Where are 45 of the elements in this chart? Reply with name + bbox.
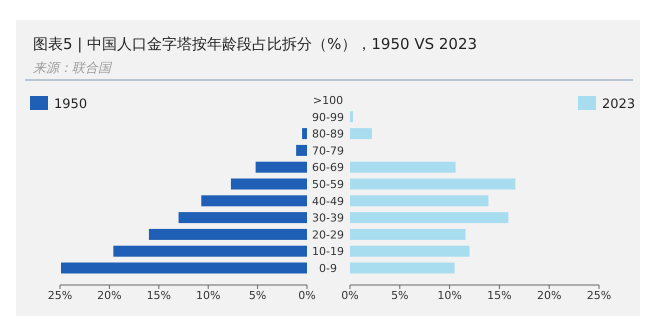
x-tick-label: 25% [586, 289, 612, 302]
bar [350, 128, 372, 140]
x-tick-label: 10% [196, 289, 220, 302]
bar [350, 212, 508, 224]
x-tick-label: 15% [487, 289, 512, 302]
bar [296, 144, 307, 156]
y-tick-label: 30-39 [312, 212, 344, 225]
legend-label: 1950 [54, 97, 88, 112]
y-tick-label: 60-69 [312, 161, 344, 174]
y-tick-label: 80-89 [312, 128, 344, 141]
bar [256, 162, 307, 173]
x-tick-label: 20% [536, 289, 562, 302]
bar [350, 228, 466, 240]
legend-label: 2023 [602, 97, 636, 112]
bar [350, 195, 488, 206]
y-tick-label: 20-29 [312, 228, 344, 242]
y-tick-label: >100 [312, 94, 344, 107]
y-tick-label: 50-59 [312, 178, 344, 191]
x-tick-label: 0% [341, 289, 359, 302]
x-tick-label: 5% [391, 289, 409, 302]
bar [350, 162, 456, 173]
bar [60, 262, 307, 274]
bar [350, 246, 470, 257]
chart-title: 图表5 | 中国人口金字塔按年龄段占比拆分（%），1950 VS 2023 [33, 35, 478, 53]
y-tick-label: 10-19 [312, 245, 344, 258]
bar [148, 228, 307, 240]
bar [230, 178, 307, 190]
y-tick-label: 40-49 [312, 194, 344, 208]
bar [201, 195, 307, 206]
bar [350, 111, 353, 122]
bar [350, 178, 516, 190]
x-tick-label: 15% [146, 289, 172, 302]
y-tick-label: 90-99 [312, 110, 344, 124]
x-tick-label: 0% [298, 289, 316, 302]
source-note: 来源：联合国 [33, 61, 113, 76]
bar [350, 262, 455, 274]
x-tick-label: 20% [97, 289, 122, 302]
bar [302, 128, 307, 140]
y-tick-label: 70-79 [312, 144, 344, 158]
x-tick-label: 5% [248, 289, 266, 302]
bar [178, 212, 307, 224]
x-tick-label: 10% [437, 289, 462, 302]
bar [113, 246, 307, 257]
y-tick-label: 0-9 [319, 262, 337, 275]
x-tick-label: 25% [48, 289, 72, 302]
